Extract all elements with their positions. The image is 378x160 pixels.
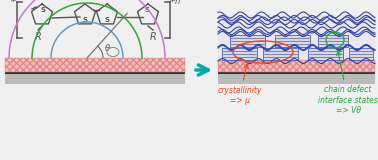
Text: S: S (144, 7, 150, 13)
Text: θ: θ (104, 44, 110, 53)
Bar (5, 72, 185, 74)
Bar (218, 60, 375, 72)
Bar (218, 60, 375, 72)
Bar (263, 48, 298, 60)
Bar (218, 74, 375, 84)
Text: chain defect
interface states
=> Vθ: chain defect interface states => Vθ (318, 51, 378, 115)
Bar (218, 15, 375, 60)
Bar (349, 48, 373, 60)
Bar (318, 35, 348, 47)
Text: *: * (11, 0, 15, 7)
Bar (308, 48, 343, 60)
Bar (5, 74, 185, 84)
Text: R: R (35, 32, 41, 42)
Text: *: * (169, 0, 175, 7)
Text: n: n (175, 0, 180, 7)
Bar (230, 35, 265, 47)
Text: crystallinity
=> μ: crystallinity => μ (218, 64, 262, 105)
Text: S: S (82, 17, 87, 23)
Bar (5, 58, 185, 72)
Bar (5, 58, 185, 72)
Text: R: R (150, 32, 156, 42)
Text: S: S (40, 7, 45, 13)
Text: S: S (104, 17, 110, 23)
Bar (218, 72, 375, 74)
Bar (275, 35, 310, 47)
Bar (222, 48, 257, 60)
